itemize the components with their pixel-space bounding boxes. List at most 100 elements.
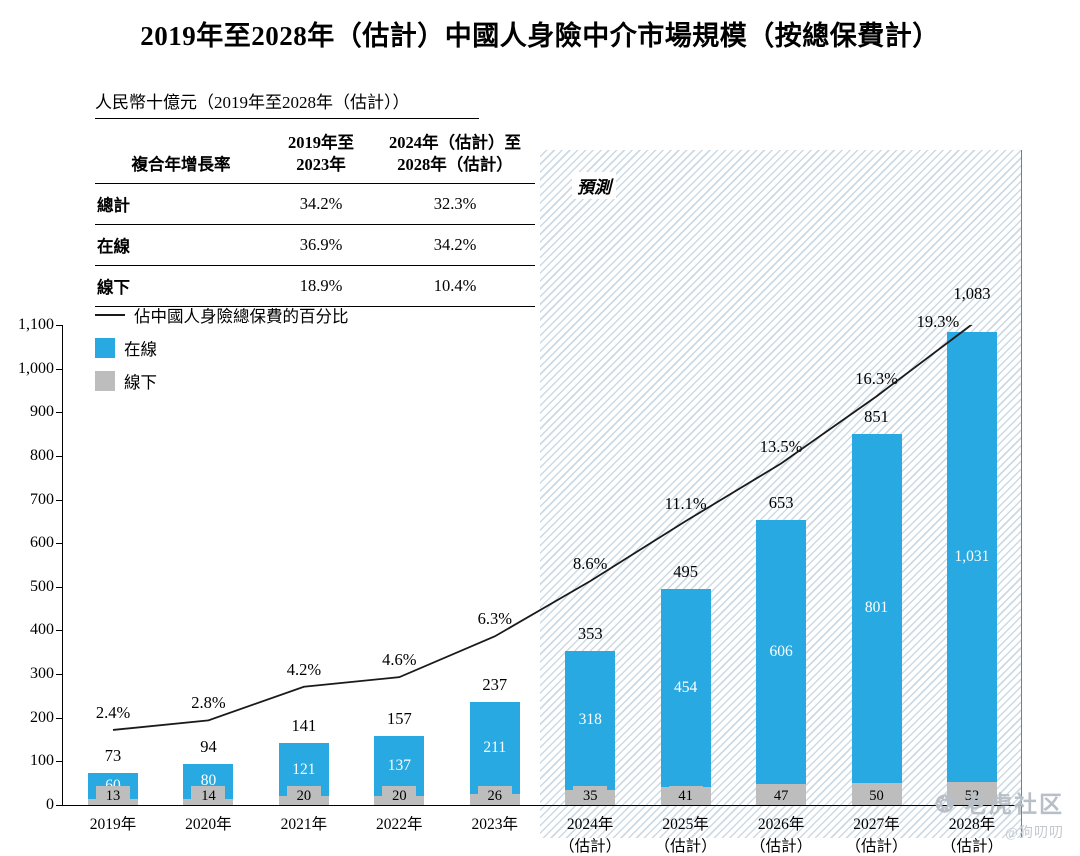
row-value: 34.2% [299, 193, 343, 213]
pct-label: 11.1% [664, 494, 707, 514]
bar-value-online: 137 [387, 757, 411, 775]
y-axis-label: 1,100 [18, 316, 54, 333]
header-line: 2028年（估計） [397, 155, 513, 175]
row-value: 18.9% [299, 275, 343, 295]
y-axis-tick [56, 325, 62, 326]
x-axis-label-sub: （估計） [750, 838, 813, 855]
x-axis-label: 2023年 [471, 816, 518, 833]
tiger-logo-icon: ❂ [934, 792, 957, 817]
pct-label: 19.3% [916, 312, 960, 332]
y-axis-tick [56, 674, 62, 676]
bar-value-offline: 20 [286, 786, 321, 806]
row-label: 線下 [97, 277, 130, 297]
bar-value-online: 801 [864, 599, 889, 617]
y-axis-tick [56, 412, 62, 414]
pct-label: 6.3% [477, 609, 512, 629]
x-axis [62, 805, 1022, 806]
y-axis-label: 1,000 [18, 359, 54, 377]
forecast-label: 預測 [572, 172, 616, 199]
bar-value-online: 211 [483, 738, 507, 756]
cagr-header-period1: 2019年至 2023年 [267, 125, 375, 183]
bar-value-online: 1,031 [954, 548, 990, 566]
y-axis-label: 500 [30, 577, 54, 595]
y-axis [62, 325, 63, 806]
x-axis-label: 2024年 [566, 816, 614, 833]
bar-value-offline: 47 [764, 786, 799, 806]
bar-total-label: 73 [104, 746, 122, 766]
x-axis-label: 2025年 [662, 816, 709, 833]
cagr-table: 複合年增長率 2019年至 2023年 2024年（估計）至 2028年（估計）… [95, 125, 535, 307]
line-swatch-icon [95, 314, 125, 316]
row-value: 10.4% [433, 275, 477, 295]
y-axis-tick [56, 586, 62, 588]
y-axis-tick [56, 717, 62, 719]
row-value: 34.2% [433, 234, 477, 254]
bar-value-online: 80 [200, 772, 217, 790]
bar-total-label: 353 [577, 623, 603, 643]
bar-total-label: 653 [768, 493, 794, 513]
y-axis-label: 700 [30, 490, 54, 508]
x-axis-label-sub: （估計） [940, 838, 1003, 855]
y-axis-label: 100 [30, 752, 54, 770]
table-row-online: 在線 36.9% 34.2% [95, 224, 535, 266]
bar-total-label: 495 [673, 562, 698, 581]
y-axis-label: 900 [30, 403, 54, 421]
cagr-header-label: 複合年增長率 [131, 155, 231, 175]
bar-total-label: 851 [864, 406, 889, 426]
bar-value-offline: 52 [954, 786, 989, 806]
y-axis-label: 800 [30, 446, 54, 464]
cagr-header-period2: 2024年（估計）至 2028年（估計） [375, 125, 535, 183]
online-swatch-icon [95, 338, 115, 358]
bar-value-online: 454 [674, 679, 698, 697]
watermark-brand-row: ❂ 老虎社区 [935, 785, 1064, 819]
x-axis-label-sub: （估計） [654, 838, 717, 855]
pct-label: 2.8% [191, 693, 226, 713]
bar-value-offline: 35 [573, 786, 608, 806]
x-axis-label: 2020年 [185, 816, 232, 833]
watermark-brand: 老虎社区 [964, 792, 1064, 817]
y-axis-label: 600 [30, 534, 54, 552]
bar-value-online: 318 [578, 711, 602, 729]
cagr-table-block: 人民幣十億元（2019年至2028年（估計）） 複合年增長率 2019年至 20… [95, 88, 535, 307]
legend-line-label: 佔中國人身險總保費的百分比 [134, 307, 349, 326]
bar-value-offline: 20 [382, 786, 417, 806]
y-axis-label: 200 [30, 708, 54, 726]
x-axis-label: 2027年 [853, 816, 900, 833]
pct-label: 4.2% [286, 659, 322, 679]
table-row-total: 總計 34.2% 32.3% [95, 183, 535, 225]
x-axis-label: 2028年 [948, 816, 996, 833]
y-axis-tick [56, 499, 62, 501]
y-axis-label: 300 [30, 665, 54, 683]
row-label: 總計 [97, 195, 130, 215]
watermark: ❂ 老虎社区 @狗叨叨 [935, 785, 1064, 842]
y-axis-tick [56, 805, 62, 806]
y-axis-tick [56, 368, 62, 370]
pct-label: 4.6% [382, 650, 417, 670]
row-label: 在線 [97, 236, 130, 256]
y-axis-tick [56, 630, 62, 632]
bar-total-label: 237 [482, 674, 508, 694]
cagr-table-header-row: 複合年增長率 2019年至 2023年 2024年（估計）至 2028年（估計） [95, 125, 535, 184]
header-line: 2023年 [296, 155, 346, 175]
table-row-offline: 線下 18.9% 10.4% [95, 265, 535, 307]
bar-value-online: 121 [292, 760, 316, 778]
x-axis-label: 2019年 [89, 816, 137, 833]
pct-label: 8.6% [573, 554, 608, 574]
x-axis-label-sub: （估計） [845, 838, 908, 855]
x-axis-label-sub: （估計） [559, 838, 622, 855]
bar-total-label: 141 [291, 716, 317, 736]
bar-value-offline: 50 [859, 786, 894, 806]
bar-value-online: 606 [769, 643, 793, 661]
y-axis-tick [56, 455, 62, 457]
y-axis-label: 0 [46, 796, 54, 813]
header-line: 2024年（估計）至 [389, 133, 521, 152]
bar-total-label: 94 [200, 736, 217, 756]
x-axis-label: 2026年 [757, 816, 805, 833]
x-axis-label: 2022年 [376, 816, 423, 833]
y-axis-tick [56, 761, 62, 763]
watermark-handle: @狗叨叨 [1005, 826, 1064, 841]
bar-value-offline: 26 [477, 786, 512, 806]
y-axis-tick [56, 543, 62, 545]
